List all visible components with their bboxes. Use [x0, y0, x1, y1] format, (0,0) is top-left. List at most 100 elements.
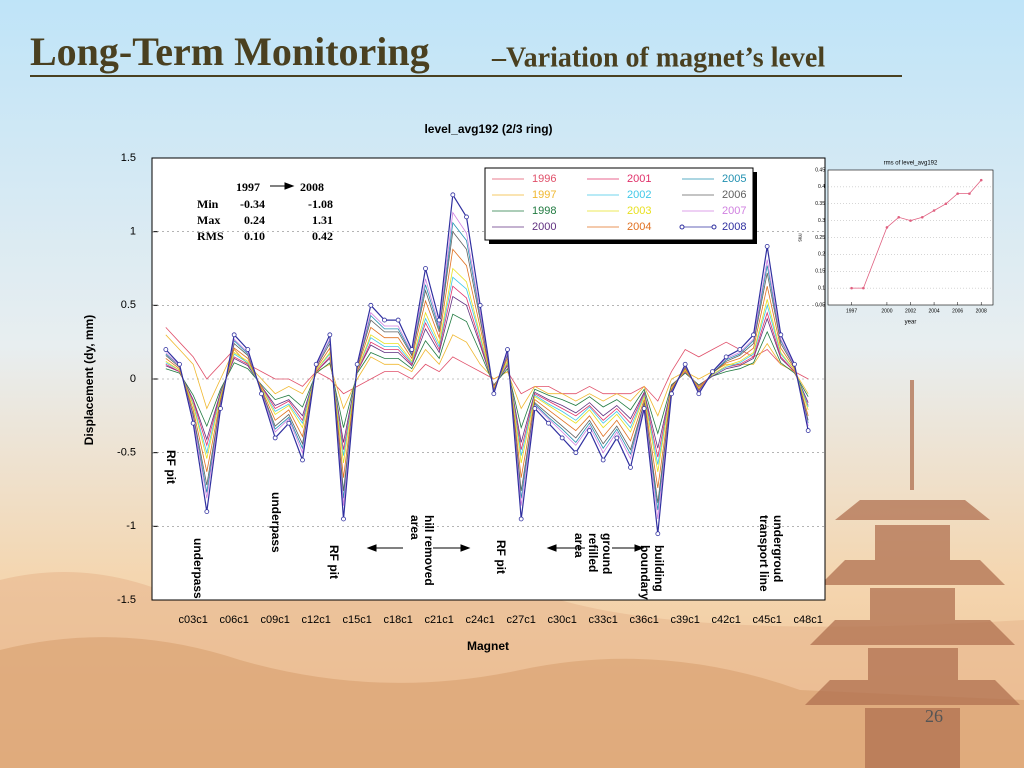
annotation: transport line	[757, 515, 771, 592]
data-point	[505, 347, 510, 352]
annotation: underpass	[269, 492, 283, 553]
data-point	[778, 332, 784, 338]
inset-y-tick-label: 0.35	[815, 201, 825, 207]
inset-point	[850, 286, 853, 290]
data-point	[792, 361, 797, 367]
stats-value: -0.34	[240, 197, 265, 211]
data-point	[436, 317, 442, 323]
stats-header: 2008	[300, 180, 324, 194]
y-tick-label: 1	[130, 226, 136, 238]
data-point	[641, 406, 647, 411]
x-tick-label: c42c1	[711, 614, 740, 626]
x-tick-label: c18c1	[383, 614, 412, 626]
data-point	[737, 347, 743, 352]
y-axis-label: Displacement (dy, mm)	[82, 315, 96, 445]
x-tick-label: c48c1	[793, 614, 822, 626]
annotation: undergroud	[771, 515, 785, 582]
data-point	[218, 406, 223, 411]
inset-x-tick-label: 2002	[905, 308, 916, 314]
legend-label: 2002	[627, 189, 651, 201]
data-point	[710, 369, 715, 375]
annotation: hill removed	[422, 515, 436, 586]
data-point	[669, 391, 674, 397]
annotation-arrows	[270, 182, 645, 552]
data-point	[177, 361, 182, 367]
data-point	[464, 214, 469, 220]
stats-label: Min	[197, 197, 219, 211]
y-tick-label: 0	[130, 373, 136, 385]
y-tick-label: 1.5	[121, 152, 136, 164]
y-tick-label: -1	[126, 520, 136, 532]
stats-value: 0.10	[244, 229, 265, 243]
inset-y-tick-label: 0.2	[818, 252, 825, 258]
inset-point	[920, 215, 924, 219]
data-point	[300, 457, 305, 463]
series-line	[165, 334, 809, 417]
inset-y-tick-label: 0.45	[815, 167, 825, 173]
data-point	[190, 420, 196, 426]
page-number: 26	[925, 706, 943, 726]
series-line	[165, 285, 809, 458]
series-line	[165, 230, 809, 503]
legend-label: 2006	[722, 189, 746, 201]
legend-label: 2003	[627, 205, 651, 217]
x-tick-label: c27c1	[506, 614, 535, 626]
data-point	[368, 302, 374, 308]
legend-label: 1998	[532, 205, 556, 217]
annotation: RF pit	[494, 540, 508, 574]
data-point	[764, 243, 770, 249]
inset-point	[932, 209, 936, 212]
inset-y-tick-label: 0.3	[818, 218, 825, 224]
legend-label: 1997	[532, 189, 556, 201]
data-point	[723, 354, 729, 360]
inset-x-tick-label: 1997	[846, 308, 857, 314]
series-line	[165, 267, 809, 472]
data-point	[600, 457, 606, 463]
data-point	[477, 302, 483, 308]
legend-label: 2000	[532, 221, 556, 233]
stats-value: 1.31	[312, 213, 333, 227]
y-tick-label: -0.5	[117, 447, 136, 459]
data-point	[204, 509, 210, 515]
data-point	[395, 317, 401, 323]
data-point	[518, 516, 524, 522]
legend-label: 2005	[722, 173, 746, 185]
legend-marker	[679, 224, 685, 230]
data-point	[286, 420, 292, 426]
data-point	[327, 332, 333, 338]
x-tick-label: c33c1	[588, 614, 617, 626]
series-line	[165, 327, 809, 402]
stats-value: 0.24	[244, 213, 265, 227]
inset-y-tick-label: 0.05	[815, 302, 825, 308]
annotation: boundary	[638, 545, 652, 600]
x-tick-label: c39c1	[670, 614, 699, 626]
inset-y-tick-label: 0.4	[818, 184, 825, 190]
x-tick-label: c15c1	[342, 614, 371, 626]
inset-point	[909, 219, 912, 222]
slide-subtitle: –Variation of magnet’s level	[491, 42, 825, 73]
annotation: RF pit	[327, 545, 341, 579]
inset-point	[862, 286, 865, 290]
chart-title: level_avg192 (2/3 ring)	[424, 122, 552, 136]
legend-label: 2004	[627, 221, 651, 233]
inset-point	[968, 192, 971, 195]
y-tick-label: 0.5	[121, 299, 136, 311]
annotation: refilled	[586, 533, 600, 572]
data-point	[313, 361, 319, 367]
inset-point	[956, 192, 959, 195]
data-point	[163, 347, 169, 352]
inset-title: rms of level_avg192	[884, 161, 938, 167]
legend-label: 1996	[532, 173, 556, 185]
series-group	[163, 192, 811, 537]
data-point	[231, 332, 237, 338]
legend-label: 2007	[722, 205, 746, 217]
y-tick-label: -1.5	[117, 594, 136, 606]
data-point	[751, 332, 756, 338]
data-point	[546, 420, 551, 426]
inset-x-tick-label: 2008	[976, 308, 987, 314]
data-point	[272, 435, 278, 441]
data-point	[696, 391, 702, 397]
x-tick-label: c03c1	[178, 614, 207, 626]
inset-x-label: year	[905, 320, 917, 326]
